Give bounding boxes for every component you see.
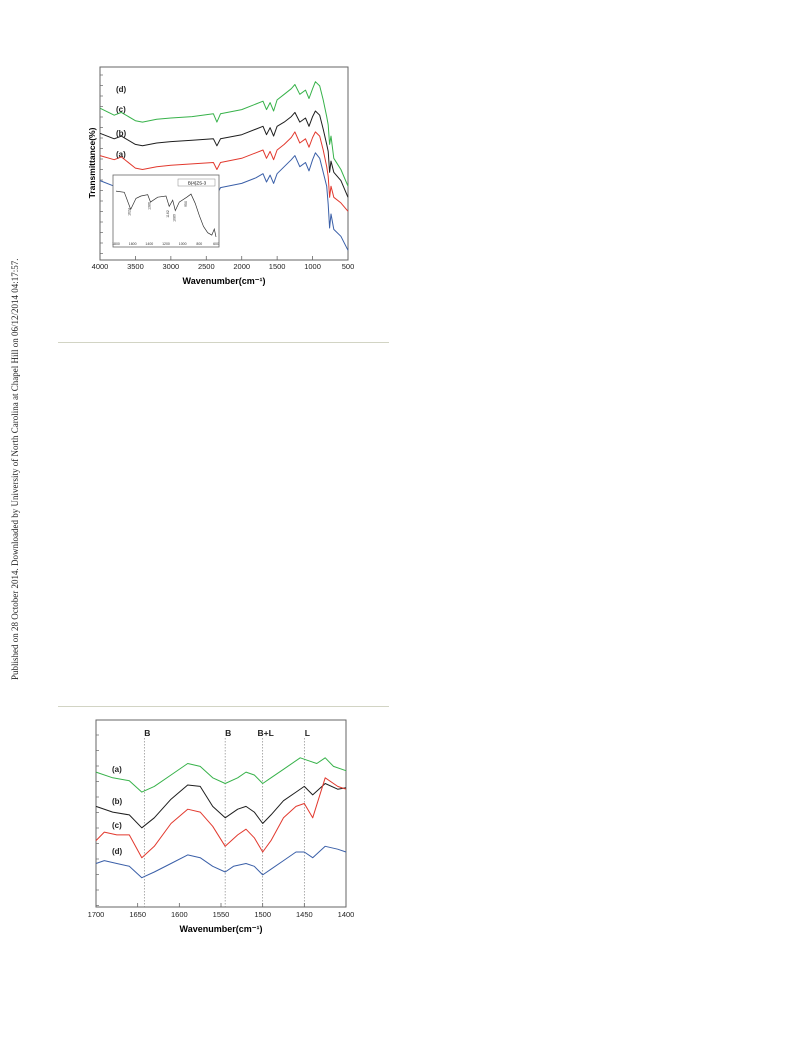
chart1-x-ticks: 4000 3500 3000 2500 2000 1500 1000 500 [92, 256, 355, 271]
chart2-series-line-b [95, 783, 347, 829]
chart2-x-ticks: 1700 1650 1600 1550 1500 1450 1400 [88, 903, 355, 919]
chart1-xlabel: Wavenumber(cm⁻¹) [183, 276, 266, 286]
inset-tick-label: 1400 [145, 242, 153, 246]
chart1-series-label: (a) [116, 150, 126, 159]
pyridine-ir-chart: B B B+L L 1700 1650 1600 1550 1500 1450 1400 (a)(… [88, 719, 355, 934]
chart2-xlabel: Wavenumber(cm⁻¹) [180, 924, 263, 934]
chart2-markers: B B B+L L [143, 728, 310, 907]
chart1-xtick-label: 3000 [163, 262, 180, 271]
chart2-series-label: (d) [112, 847, 123, 856]
chart2-series-label: (a) [112, 765, 122, 774]
chart1-xtick-label: 2500 [198, 262, 215, 271]
inset-tick-label: 1800 [112, 242, 120, 246]
chart2-marker-label: B [144, 728, 150, 738]
chart2-series-line-c [95, 777, 347, 859]
inset-tick-label: 600 [213, 242, 219, 246]
chart1-inset: B(4)ZS-3 1800 1600 1400 1200 1000 800 600 1624… [112, 174, 220, 248]
chart1-series-label: (c) [116, 105, 126, 114]
inset-line [115, 190, 217, 237]
chart1-xtick-label: 1500 [269, 262, 286, 271]
inset-peak-label: 1089 [172, 214, 176, 222]
chart1-series-line-c [99, 110, 349, 198]
chart2-series-label: (b) [112, 797, 123, 806]
ftir-spectra-chart: 4000 3500 3000 2500 2000 1500 1000 500 (d) (c) (b… [87, 66, 355, 286]
chart2-y-ticks [96, 734, 99, 906]
inset-series [115, 190, 217, 237]
divider-bottom [58, 706, 389, 707]
chart1-xtick-label: 500 [342, 262, 355, 271]
chart2-xtick-label: 1550 [213, 910, 230, 919]
chart2-series-line-a [95, 757, 347, 793]
inset-peak-label: 1386 [148, 202, 152, 210]
inset-tick-labels: 1800 1600 1400 1200 1000 800 600 [112, 242, 219, 246]
inset-tick-label: 1600 [129, 242, 137, 246]
inset-legend: B(4)ZS-3 [188, 181, 207, 186]
chart1-series-line-d [99, 81, 349, 187]
divider-top [58, 342, 389, 343]
chart1-frame [99, 66, 349, 261]
inset-peak-label: 1162 [166, 210, 170, 218]
chart2-xtick-label: 1600 [171, 910, 188, 919]
chart2-series-line-d [95, 845, 347, 879]
chart2-marker-label: B [225, 728, 231, 738]
chart1-xtick-label: 4000 [92, 262, 109, 271]
chart1-ylabel: Transmittance(%) [87, 127, 97, 198]
chart2-series-labels: (a) (b) (c) (d) [112, 765, 123, 856]
chart2-xtick-label: 1400 [338, 910, 355, 919]
inset-tick-label: 800 [196, 242, 202, 246]
chart1-y-ticks [100, 74, 103, 254]
inset-frame [112, 174, 220, 248]
chart1-series-label: (d) [116, 85, 127, 94]
chart2-marker-label: L [305, 728, 310, 738]
chart1-xtick-label: 3500 [127, 262, 144, 271]
chart2-xtick-label: 1650 [129, 910, 146, 919]
chart1-series-label: (b) [116, 129, 127, 138]
chart2-xtick-label: 1450 [296, 910, 313, 919]
chart1-series-labels: (d) (c) (b) (a) [116, 85, 127, 159]
chart2-series-label: (c) [112, 821, 122, 830]
inset-peak-label: 950 [184, 201, 188, 207]
chart2-xtick-label: 1700 [88, 910, 105, 919]
inset-legend-box [177, 178, 216, 187]
inset-tick-label: 1200 [162, 242, 170, 246]
chart1-xtick-label: 2000 [233, 262, 250, 271]
chart1-xtick-label: 1000 [304, 262, 321, 271]
chart2-xtick-label: 1500 [254, 910, 271, 919]
chart2-marker-label: B+L [258, 728, 274, 738]
inset-tick-label: 1000 [179, 242, 187, 246]
chart1-series-line-b [99, 131, 349, 212]
inset-peak-label: 1624 [128, 208, 132, 216]
chart2-series [95, 757, 347, 879]
